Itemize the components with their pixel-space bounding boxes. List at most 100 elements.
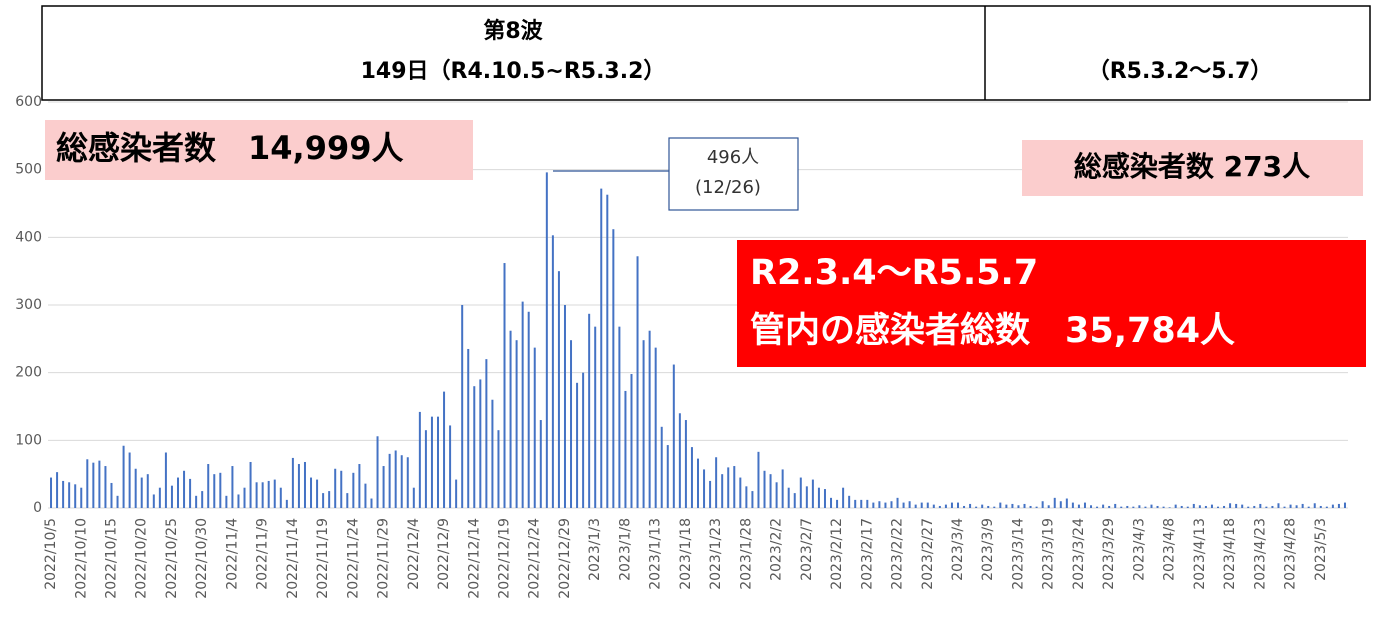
x-tick-label: 2022/10/25	[164, 518, 180, 599]
bar	[273, 479, 276, 508]
bar	[1265, 506, 1268, 508]
bar	[618, 326, 621, 508]
bar	[793, 493, 796, 508]
bar	[1204, 505, 1207, 508]
y-tick-label: 300	[15, 297, 42, 313]
bar	[1241, 504, 1244, 508]
all-total-box	[737, 240, 1366, 367]
bar	[80, 487, 83, 508]
bar	[551, 235, 554, 508]
bar	[757, 451, 760, 508]
x-tick-label: 2023/3/14	[1010, 518, 1026, 590]
bar	[437, 416, 439, 508]
x-tick-label: 2022/10/30	[194, 518, 210, 599]
bar	[1156, 505, 1159, 508]
bar	[503, 263, 506, 508]
bar	[195, 495, 198, 508]
bar	[237, 494, 240, 508]
x-tick-label: 2022/11/14	[285, 518, 301, 599]
bar	[152, 494, 155, 508]
bar	[527, 311, 530, 508]
bar	[1313, 503, 1316, 508]
bar	[1253, 505, 1256, 508]
x-tick-label: 2023/1/3	[587, 518, 603, 581]
x-tick-label: 2023/2/22	[890, 518, 906, 590]
bar	[394, 450, 397, 508]
x-tick-label: 2023/1/18	[678, 518, 694, 590]
bar	[1162, 506, 1165, 508]
x-tick-label: 2023/4/18	[1222, 518, 1238, 590]
x-tick-label: 2022/12/14	[466, 518, 482, 599]
bar	[817, 487, 820, 508]
bar	[920, 502, 923, 508]
bar	[715, 457, 718, 508]
bar	[896, 497, 899, 508]
bar	[648, 330, 651, 508]
bar	[775, 482, 778, 508]
bar	[497, 430, 500, 508]
bar	[1289, 504, 1292, 508]
callout-box	[668, 137, 799, 211]
bar	[1295, 505, 1298, 508]
bar	[624, 390, 627, 508]
bar	[140, 477, 143, 508]
x-tick-label: 2023/2/12	[829, 518, 845, 590]
bar	[170, 485, 173, 508]
bar	[479, 379, 482, 508]
bar	[787, 487, 790, 508]
bar	[183, 470, 186, 508]
bar	[92, 462, 95, 508]
bar	[1192, 503, 1195, 508]
bar	[751, 491, 754, 508]
bar	[938, 505, 941, 508]
wave-period: 149日（R4.10.5~R5.3.2）	[361, 59, 666, 84]
header-box	[41, 5, 1371, 101]
bar	[823, 489, 826, 508]
bar	[799, 477, 802, 508]
bar	[134, 468, 137, 508]
x-tick-label: 2023/3/24	[1071, 518, 1087, 590]
x-tick-label: 2023/5/3	[1313, 518, 1329, 581]
bar	[690, 447, 693, 508]
bar	[231, 466, 234, 508]
bar	[987, 505, 990, 508]
bar	[376, 436, 379, 508]
bar	[74, 484, 77, 508]
bar	[745, 486, 748, 508]
bar	[733, 466, 736, 508]
bar	[582, 372, 585, 508]
bar	[697, 458, 699, 508]
bar	[533, 347, 536, 508]
x-tick-label: 2023/2/27	[920, 518, 936, 590]
bar	[588, 313, 591, 508]
bar	[110, 482, 113, 508]
bar	[1035, 506, 1038, 508]
bar	[878, 501, 881, 508]
y-tick-label: 500	[15, 162, 42, 178]
bar	[1325, 506, 1328, 508]
bar	[1229, 503, 1232, 508]
bar	[1053, 497, 1056, 508]
x-tick-label: 2023/3/4	[950, 518, 966, 581]
bar	[866, 499, 869, 508]
y-tick-label: 400	[15, 229, 42, 245]
x-tick-label: 2023/1/8	[617, 518, 633, 581]
bar	[854, 499, 857, 508]
bar	[491, 399, 494, 508]
bar	[146, 474, 149, 508]
bar	[963, 505, 966, 508]
bar	[189, 478, 192, 508]
bar	[1065, 498, 1068, 508]
bar	[473, 386, 476, 508]
bar	[636, 256, 639, 508]
x-tick-label: 2022/11/24	[345, 518, 361, 599]
bar	[291, 457, 294, 508]
bar	[908, 501, 911, 508]
bar	[104, 466, 107, 508]
x-tick-label: 2023/3/19	[1041, 518, 1057, 590]
bar	[128, 452, 131, 508]
x-tick-label: 2023/2/2	[769, 518, 785, 581]
bar	[932, 504, 935, 508]
bar	[509, 330, 512, 508]
bar	[219, 472, 222, 508]
